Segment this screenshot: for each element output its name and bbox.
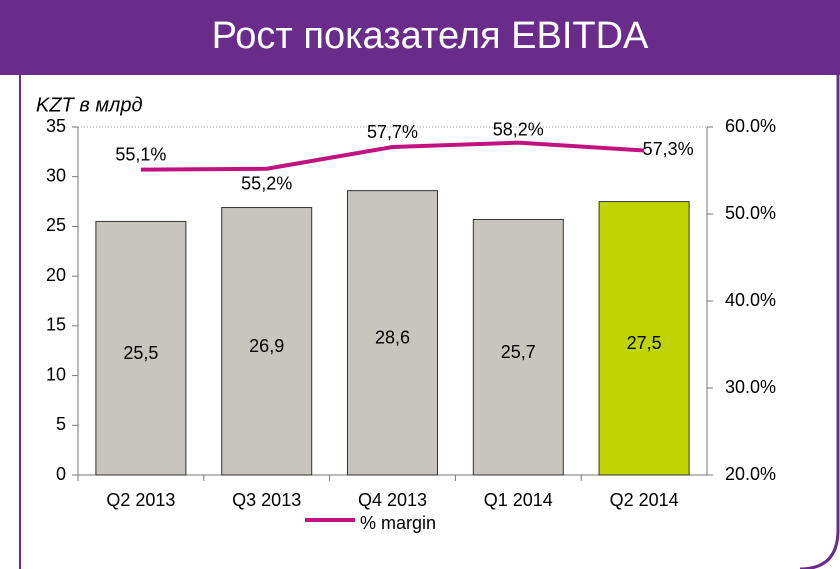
y2-tick-label: 40.0% <box>725 290 776 310</box>
frame-corner <box>799 75 840 569</box>
x-tick-label: Q2 2014 <box>610 490 679 510</box>
line-value-label: 57,3% <box>643 139 694 159</box>
bar <box>472 218 564 476</box>
y2-tick-label: 50.0% <box>725 203 776 223</box>
y2-tick-label: 30.0% <box>725 377 776 397</box>
line-value-label: 57,7% <box>367 122 418 142</box>
bar <box>95 220 187 476</box>
y-tick-label: 30 <box>46 165 66 185</box>
y2-tick-label: 60.0% <box>725 116 776 136</box>
x-tick-label: Q4 2013 <box>358 490 427 510</box>
bar <box>221 207 313 476</box>
line-value-label: 55,2% <box>241 174 292 194</box>
bar-value-label: 25,7 <box>501 342 536 362</box>
y-tick-label: 0 <box>56 464 66 484</box>
y-tick-label: 35 <box>46 116 66 136</box>
bar-value-label: 25,5 <box>123 343 158 363</box>
bar-value-label: 26,9 <box>249 336 284 356</box>
line-value-label: 58,2% <box>493 119 544 139</box>
y-tick-label: 5 <box>56 414 66 434</box>
x-tick-label: Q2 2013 <box>106 490 175 510</box>
chart-title: Рост показателя EBITDA <box>212 15 649 57</box>
bar <box>598 201 690 476</box>
y-tick-label: 15 <box>46 315 66 335</box>
bar-value-label: 28,6 <box>375 328 410 348</box>
legend-label: % margin <box>360 513 436 533</box>
x-tick-label: Q3 2013 <box>232 490 301 510</box>
header-band <box>0 0 840 75</box>
y-axis-title: KZT в млрд <box>36 94 143 116</box>
margin-line <box>140 140 645 172</box>
y-tick-label: 25 <box>46 215 66 235</box>
y-tick-label: 10 <box>46 364 66 384</box>
x-tick-label: Q1 2014 <box>484 490 553 510</box>
y-tick-label: 20 <box>46 265 66 285</box>
bar <box>347 190 438 476</box>
y2-tick-label: 20.0% <box>725 464 776 484</box>
line-value-label: 55,1% <box>115 144 166 164</box>
bar-value-label: 27,5 <box>627 333 662 353</box>
